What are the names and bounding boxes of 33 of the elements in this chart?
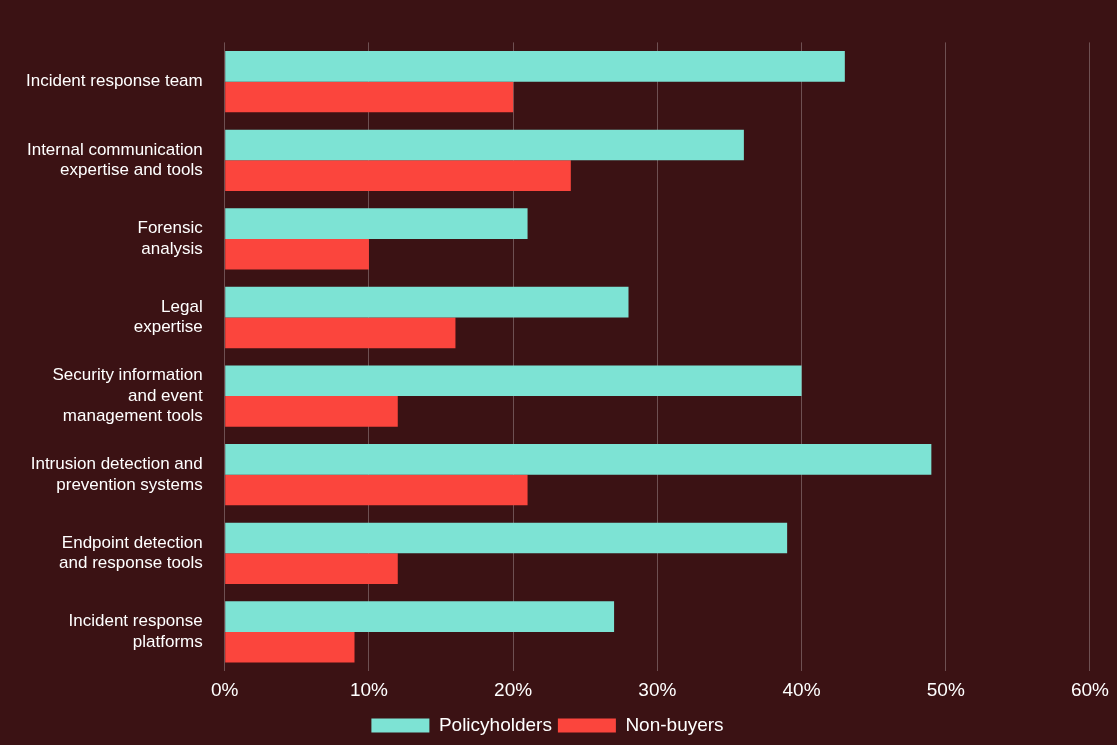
bar	[225, 522, 788, 554]
y-tick-label: Security information and event management tools	[52, 365, 203, 426]
bar	[225, 601, 615, 632]
bar	[225, 129, 744, 161]
x-tick-label: 30%	[638, 678, 677, 700]
x-tick-label: 60%	[1070, 678, 1110, 700]
bar	[225, 238, 369, 270]
bar	[225, 444, 932, 475]
bar	[225, 631, 355, 663]
bar	[225, 208, 528, 239]
x-tick-label: 20%	[494, 678, 533, 700]
x-tick-label: 0%	[210, 678, 239, 700]
x-tick-label: 40%	[782, 678, 821, 700]
bar	[225, 51, 845, 82]
legend-label: Policyholders	[438, 713, 552, 735]
legend-label: Non-buyers	[625, 713, 724, 735]
x-tick-label: 10%	[349, 678, 389, 700]
bar	[225, 160, 571, 191]
bar	[225, 365, 802, 397]
y-tick-label: Legal expertise	[133, 296, 203, 337]
y-tick-label: Endpoint detection and response tools	[59, 532, 203, 573]
bar	[225, 396, 398, 427]
y-tick-label: Internal communication expertise and tools	[26, 139, 203, 180]
bar	[225, 81, 514, 113]
y-tick-label: Incident response platforms	[68, 611, 203, 651]
bar	[225, 553, 398, 584]
y-tick-label: Forensic analysis	[137, 218, 204, 258]
y-tick-label: Intrusion detection and prevention systems	[30, 454, 203, 494]
bar	[225, 317, 456, 349]
bar	[225, 286, 629, 318]
bar	[225, 474, 528, 506]
y-tick-label: Incident response team	[26, 71, 203, 91]
x-tick-label: 50%	[926, 678, 965, 700]
